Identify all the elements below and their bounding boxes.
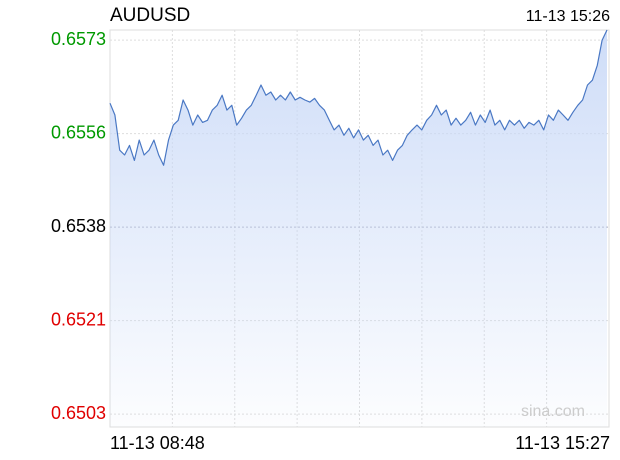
y-tick-label: 0.6573 (51, 29, 106, 49)
watermark: sina.com (521, 403, 585, 420)
y-tick-label: 0.6503 (51, 403, 106, 423)
chart-title: AUDUSD (110, 5, 190, 26)
y-tick-label: 0.6556 (51, 122, 106, 142)
y-tick-label: 0.6521 (51, 309, 106, 329)
area (110, 30, 607, 427)
timestamp: 11-13 15:26 (526, 8, 610, 25)
x-end-label: 11-13 15:27 (515, 433, 610, 453)
x-start-label: 11-13 08:48 (110, 433, 205, 453)
y-tick-label: 0.6538 (51, 216, 106, 236)
price-line (109, 29, 608, 166)
